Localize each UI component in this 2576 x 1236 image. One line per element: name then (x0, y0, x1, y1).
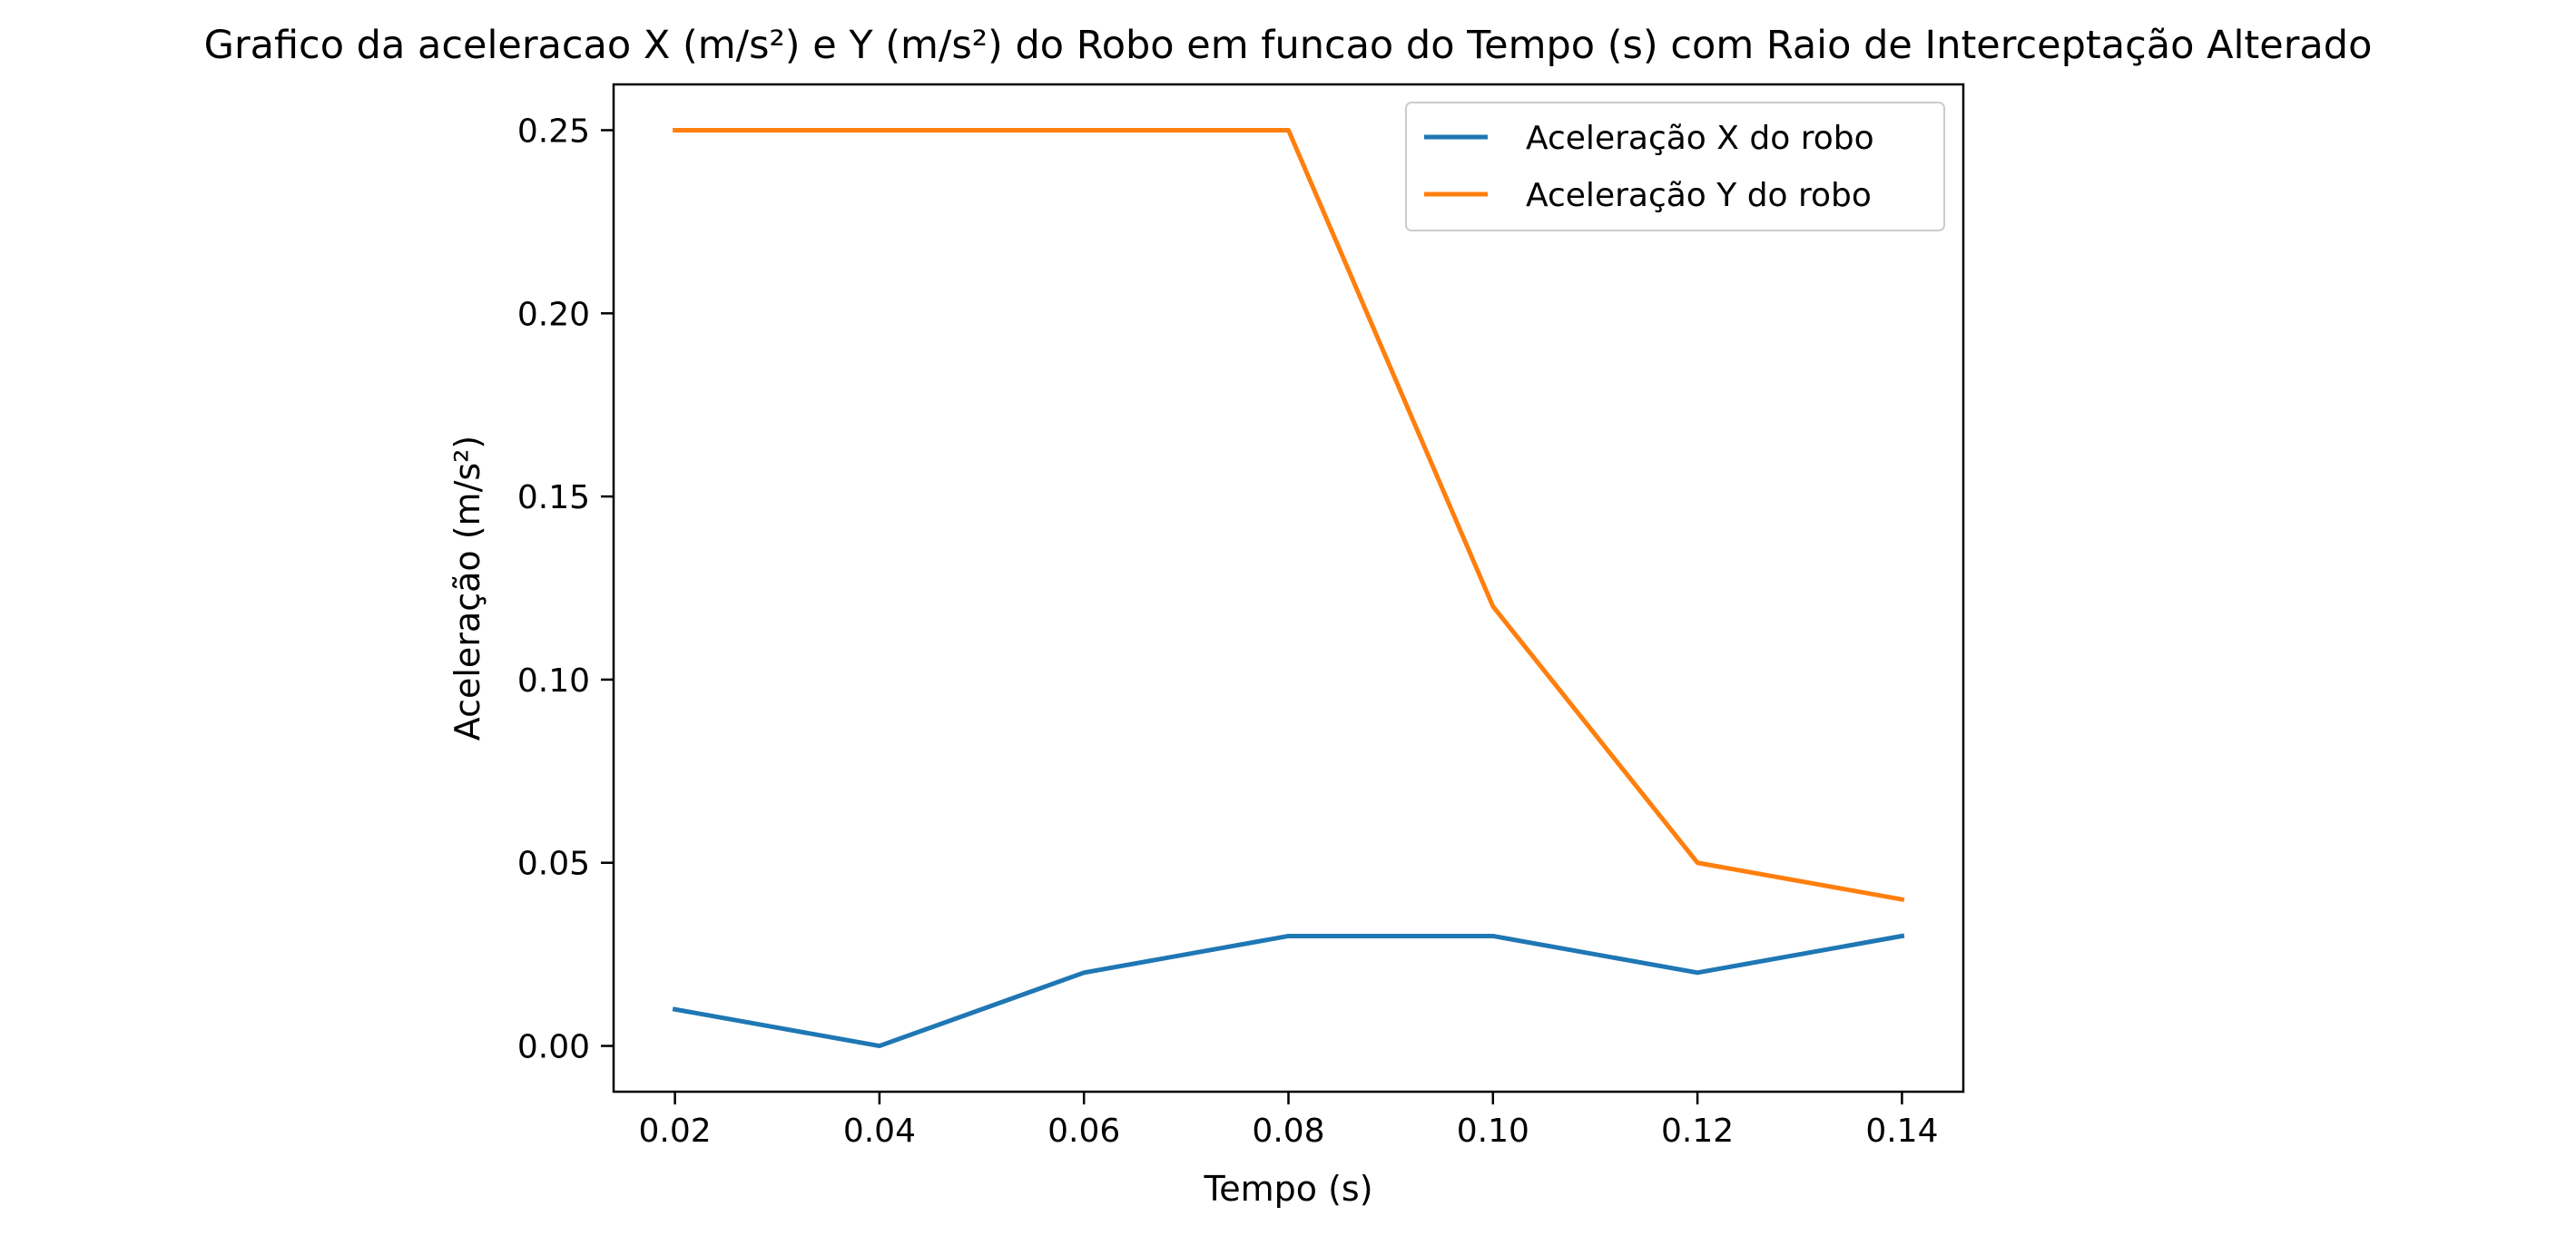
legend-label: Aceleração Y do robo (1526, 177, 1872, 214)
y-tick-label: 0.15 (517, 479, 590, 516)
x-tick-label: 0.02 (639, 1113, 712, 1150)
y-tick-label: 0.25 (517, 113, 590, 150)
x-axis: 0.02 0.04 0.06 0.08 0.10 0.12 0.14 (639, 1092, 1938, 1150)
x-axis-label: Tempo (s) (1203, 1169, 1372, 1209)
legend: Aceleração X do robo Aceleração Y do robo (1405, 102, 1945, 231)
x-tick-label: 0.14 (1865, 1113, 1938, 1150)
y-tick-label: 0.20 (517, 296, 590, 333)
x-tick-label: 0.12 (1661, 1113, 1734, 1150)
chart-title: Grafico da aceleracao X (m/s²) e Y (m/s²… (204, 23, 2373, 68)
x-tick-label: 0.08 (1252, 1113, 1324, 1150)
legend-box (1405, 102, 1945, 231)
y-axis-label: Aceleração (m/s²) (447, 436, 487, 741)
x-tick-label: 0.10 (1457, 1113, 1529, 1150)
series-line-2 (673, 127, 1905, 902)
y-tick-label: 0.10 (517, 662, 590, 700)
series-lines (672, 127, 1905, 1049)
x-tick-label: 0.06 (1047, 1113, 1120, 1150)
x-tick-label: 0.04 (843, 1113, 916, 1150)
y-axis: 0.00 0.05 0.10 0.15 0.20 0.25 (517, 113, 614, 1066)
y-tick-label: 0.05 (517, 846, 590, 883)
legend-label: Aceleração X do robo (1526, 120, 1874, 157)
y-tick-label: 0.00 (517, 1029, 590, 1066)
series-line-1 (672, 933, 1905, 1049)
